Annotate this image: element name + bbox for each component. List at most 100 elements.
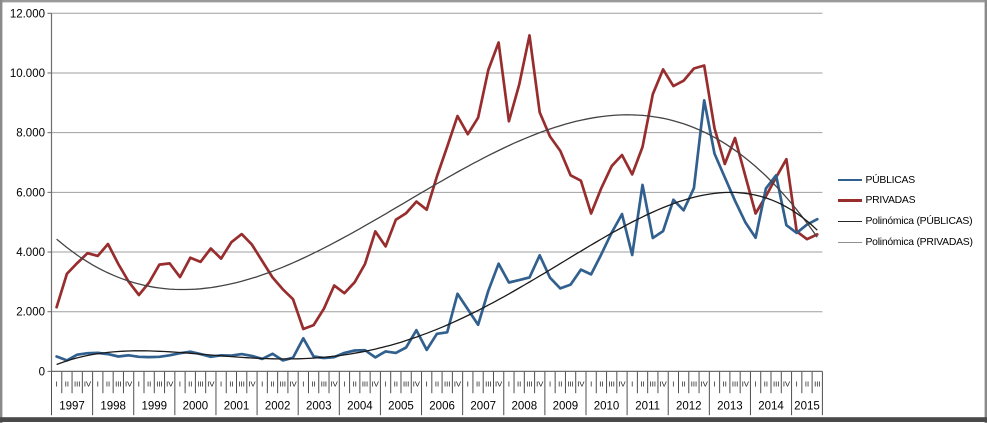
quarter-label: II <box>476 380 480 389</box>
trendline-privadas <box>56 114 818 291</box>
quarter-label: I <box>713 380 715 389</box>
quarter-label: III <box>567 380 573 389</box>
quarter-label: II <box>311 380 315 389</box>
year-label: 1999 <box>141 401 167 413</box>
quarter-label: III <box>732 380 738 389</box>
quarter-label: IV <box>495 380 503 389</box>
year-label: 2015 <box>794 401 820 413</box>
quarter-label: I <box>302 380 304 389</box>
quarter-label: I <box>384 380 386 389</box>
quarter-label: I <box>631 380 633 389</box>
quarter-label: III <box>650 380 656 389</box>
quarter-label: IV <box>207 380 215 389</box>
quarter-label: II <box>599 380 603 389</box>
quarter-label: IV <box>783 380 791 389</box>
legend-label-privadas: PRIVADAS <box>865 195 916 207</box>
quarter-label: I <box>590 380 592 389</box>
quarter-label: I <box>426 380 428 389</box>
quarter-label: I <box>138 380 140 389</box>
quarter-label: III <box>609 380 615 389</box>
quarter-label: I <box>261 380 263 389</box>
quarter-label: III <box>280 380 286 389</box>
quarter-label: II <box>188 380 192 389</box>
quarter-label: IV <box>166 380 174 389</box>
legend-item-publicas: PÚBLICAS <box>838 170 915 191</box>
quarter-label: II <box>517 380 521 389</box>
legend-label-publicas: PÚBLICAS <box>865 174 916 186</box>
legend-label-polinomica-publicas: Polinómica (PÚBLICAS) <box>865 216 973 227</box>
year-label: 2008 <box>512 401 538 413</box>
quarter-label: IV <box>577 380 585 389</box>
quarter-label: I <box>508 380 510 389</box>
quarter-label: I <box>755 380 757 389</box>
quarter-label: III <box>526 380 532 389</box>
quarter-label: II <box>805 380 809 389</box>
year-label: 1998 <box>100 401 126 413</box>
quarter-label: III <box>238 380 244 389</box>
quarter-label: II <box>65 380 69 389</box>
quarter-label: I <box>179 380 181 389</box>
y-axis-label: 12.000 <box>10 8 45 20</box>
quarter-label: IV <box>618 380 626 389</box>
quarter-label: IV <box>372 380 380 389</box>
quarter-label: III <box>362 380 368 389</box>
quarter-label: IV <box>659 380 667 389</box>
series-públicas <box>55 99 819 362</box>
quarter-label: IV <box>331 380 339 389</box>
quarter-label: III <box>74 380 80 389</box>
quarter-label: IV <box>248 380 256 389</box>
quarter-label: III <box>403 380 409 389</box>
quarter-label: II <box>435 380 439 389</box>
year-label: 2013 <box>717 401 743 413</box>
quarter-label: II <box>353 380 357 389</box>
quarter-label: II <box>640 380 644 389</box>
quarter-label: III <box>197 380 203 389</box>
year-label: 2003 <box>306 401 332 413</box>
quarter-label: I <box>343 380 345 389</box>
quarter-label: II <box>270 380 274 389</box>
quarter-label: III <box>321 380 327 389</box>
quarter-label: IV <box>125 380 133 389</box>
trendline-públicas <box>56 191 818 366</box>
quarter-label: IV <box>536 380 544 389</box>
y-axis-label: 4.000 <box>16 247 45 259</box>
quarter-label: IV <box>413 380 421 389</box>
year-label: 2010 <box>594 401 620 413</box>
y-axis-label: 8.000 <box>16 128 45 140</box>
legend-swatch-privadas <box>838 199 862 203</box>
legend-item-polinomica-privadas: Polinómica (PRIVADAS) <box>838 232 973 253</box>
year-label: 2006 <box>429 401 455 413</box>
quarter-label: III <box>773 380 779 389</box>
year-label: 2007 <box>470 401 496 413</box>
legend-item-polinomica-publicas: Polinómica (PÚBLICAS) <box>838 211 973 232</box>
quarter-label: III <box>691 380 697 389</box>
quarter-label: II <box>558 380 562 389</box>
year-label: 2001 <box>224 401 250 413</box>
legend-swatch-publicas <box>838 178 862 182</box>
quarter-label: II <box>764 380 768 389</box>
year-label: 2009 <box>553 401 579 413</box>
series-privadas <box>55 34 819 331</box>
quarter-label: II <box>106 380 110 389</box>
quarter-label: I <box>672 380 674 389</box>
legend-label-polinomica-privadas: Polinómica (PRIVADAS) <box>865 236 973 248</box>
quarter-label: I <box>467 380 469 389</box>
quarter-label: II <box>229 380 233 389</box>
y-axis-label: 0 <box>39 366 45 378</box>
year-label: 2011 <box>635 401 660 413</box>
quarter-label: III <box>156 380 162 389</box>
year-label: 2005 <box>388 401 414 413</box>
legend-swatch-polinomica-privadas <box>838 241 862 243</box>
quarter-label: II <box>723 380 727 389</box>
quarter-label: IV <box>84 380 92 389</box>
quarter-label: IV <box>454 380 462 389</box>
quarter-label: I <box>220 380 222 389</box>
quarter-label: I <box>796 380 798 389</box>
year-label: 1997 <box>59 401 85 413</box>
quarter-label: III <box>485 380 491 389</box>
legend-swatch-polinomica-publicas <box>838 220 862 223</box>
quarter-label: I <box>549 380 551 389</box>
figure-border-bottom <box>0 417 987 422</box>
legend-item-privadas: PRIVADAS <box>838 190 916 211</box>
